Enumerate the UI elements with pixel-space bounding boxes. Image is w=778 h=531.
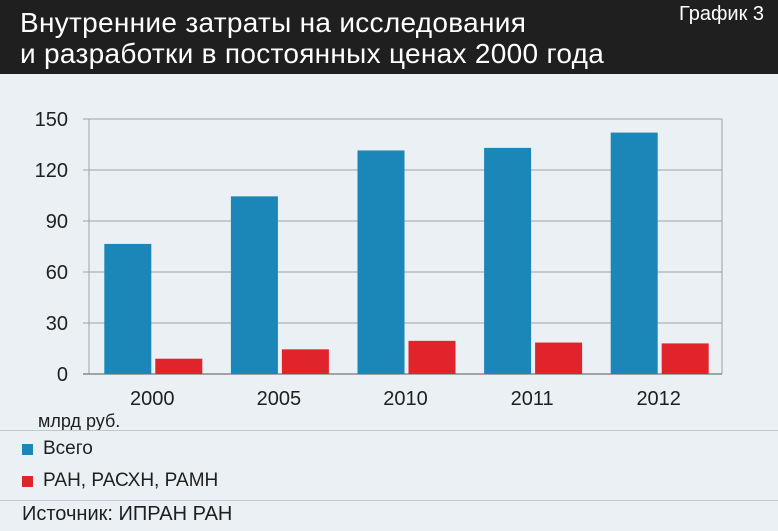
- legend: Всего РАН, РАСХН, РАМН: [0, 430, 778, 501]
- y-tick-label: 60: [46, 262, 68, 284]
- chart-area: 0 30 60 90 120 150 2000 2005 2010 2011 2012: [0, 74, 778, 430]
- legend-label-total: Всего: [43, 438, 93, 459]
- bar-total-2005: [230, 196, 278, 374]
- y-tick-label: 0: [57, 364, 68, 386]
- bar-academies-2012: [661, 343, 709, 374]
- bar-chart: 0 30 60 90 120 150 2000 2005 2010 2011 2012: [35, 109, 723, 410]
- bar-academies-2005: [281, 349, 329, 374]
- chart-number-label: График 3: [678, 3, 764, 25]
- x-tick-label: 2000: [130, 388, 175, 410]
- bar-academies-2000: [155, 358, 203, 374]
- bar-total-2011: [484, 147, 532, 374]
- legend-label-academies: РАН, РАСХН, РАМН: [43, 470, 219, 491]
- y-tick-label: 90: [46, 211, 68, 233]
- source-note: Источник: ИПРАН РАН: [0, 500, 778, 531]
- legend-item-academies: РАН, РАСХН, РАМН: [22, 470, 218, 492]
- x-tick-label: 2005: [257, 388, 302, 410]
- x-tick-label: 2012: [636, 388, 681, 410]
- x-tick-label: 2010: [383, 388, 428, 410]
- legend-swatch-total: [22, 443, 33, 455]
- bar-total-2012: [610, 132, 658, 374]
- y-tick-label: 30: [46, 313, 68, 335]
- y-tick-label: 120: [35, 160, 68, 182]
- bar-academies-2010: [408, 340, 456, 374]
- bar-total-2010: [357, 150, 405, 374]
- source-text: Источник: ИПРАН РАН: [22, 503, 233, 525]
- unit-label: млрд руб.: [38, 411, 121, 431]
- bar-total-2000: [104, 243, 152, 374]
- legend-swatch-academies: [22, 475, 33, 487]
- y-tick-label: 150: [35, 109, 68, 131]
- legend-item-total: Всего: [22, 438, 93, 460]
- x-tick-label: 2011: [511, 388, 554, 410]
- chart-header: Внутренние затраты на исследования и раз…: [0, 0, 778, 74]
- bar-academies-2011: [535, 342, 583, 374]
- chart-title: Внутренние затраты на исследования и раз…: [20, 7, 605, 69]
